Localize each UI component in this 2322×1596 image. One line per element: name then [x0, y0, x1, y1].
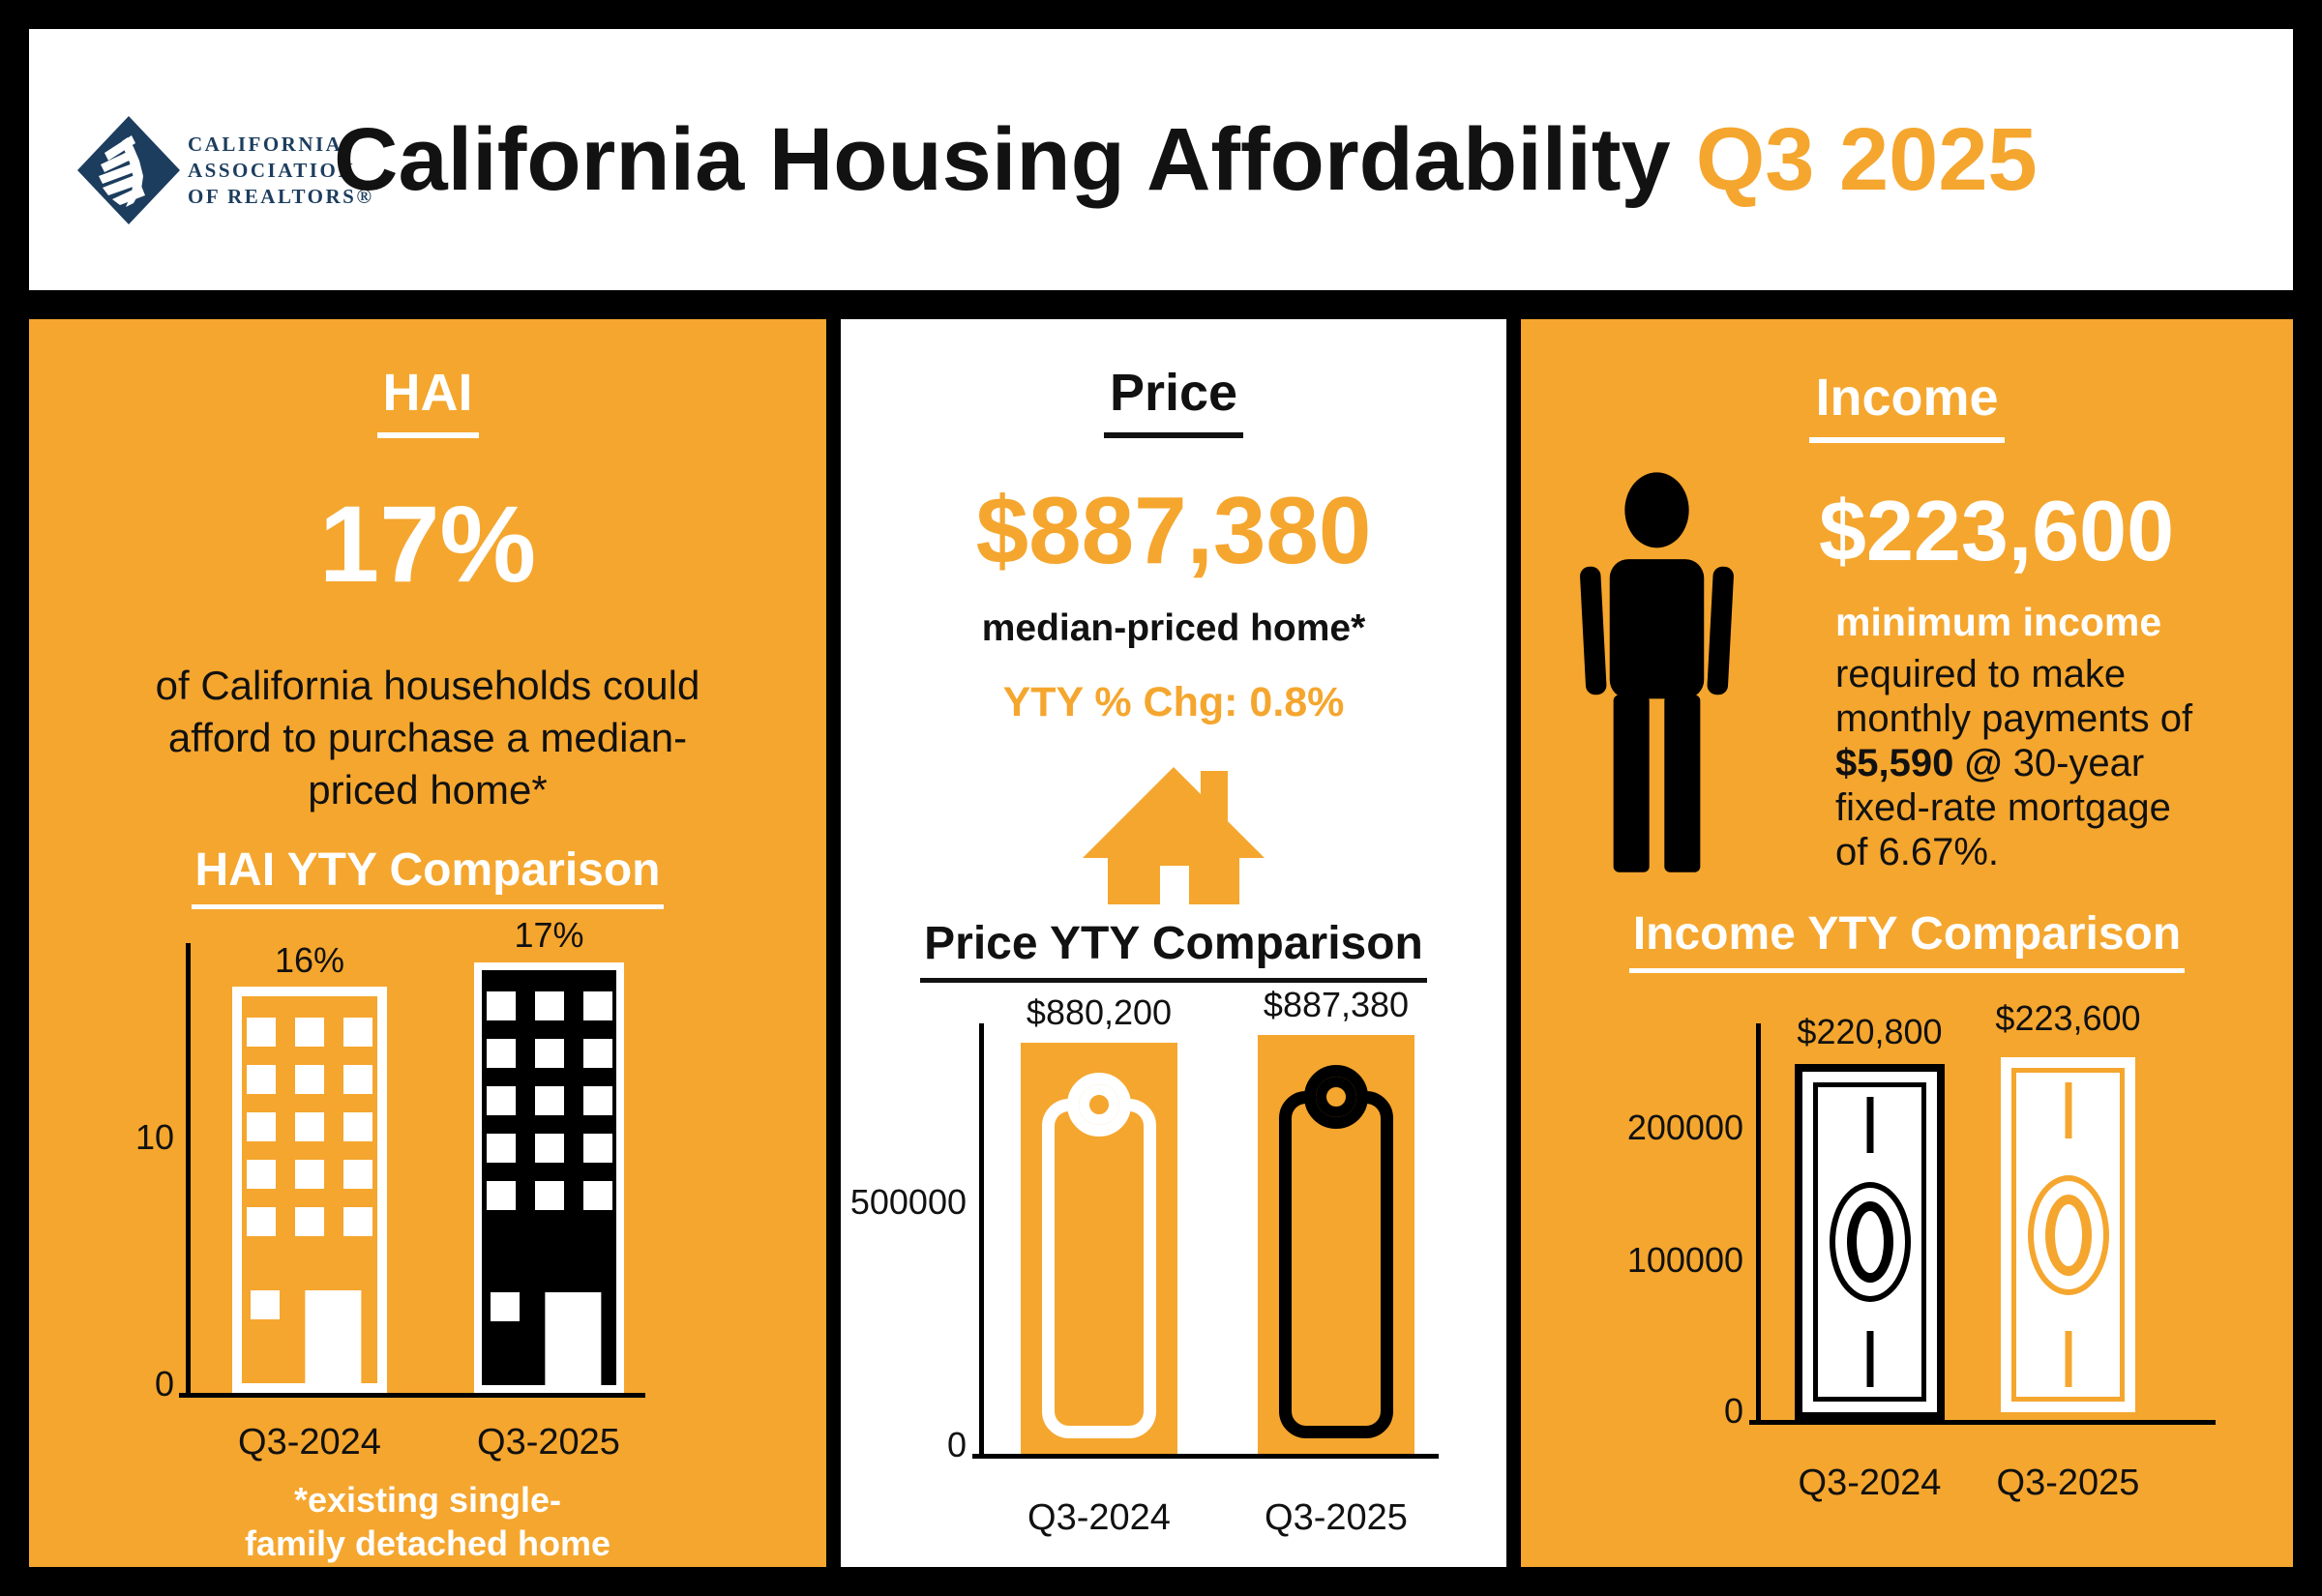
bill-detail — [1866, 1331, 1873, 1387]
income-panel: Income $223,600 minimum income required … — [1521, 319, 2293, 1567]
header-band: CALIFORNIA ASSOCIATION OF REALTORS® Cali… — [29, 29, 2293, 290]
hai-panel: HAI 17% of California households could a… — [29, 319, 826, 1567]
hai-footnote-line1: *existing single- — [293, 1480, 562, 1520]
building-window — [251, 1290, 280, 1319]
income-payment-bold: $5,590 @ — [1835, 742, 2003, 784]
price-title: Price — [841, 363, 1506, 438]
price-cat-2024: Q3-2024 — [1027, 1497, 1171, 1538]
income-ytick-100000: 100000 — [1626, 1240, 1743, 1280]
income-chart-title: Income YTY Comparison — [1521, 907, 2293, 973]
income-x-axis — [1749, 1420, 2216, 1425]
bill-inner-border — [2011, 1068, 2125, 1402]
hai-y-axis — [186, 943, 191, 1398]
price-chart-title: Price YTY Comparison — [841, 917, 1506, 983]
price-tag-hole — [1067, 1073, 1131, 1137]
hai-description: of California households could afford to… — [155, 663, 700, 813]
hai-cat-2025: Q3-2025 — [477, 1422, 620, 1463]
income-cat-2025: Q3-2025 — [1996, 1463, 2140, 1503]
logo-line-2: ASSOCIATION — [188, 159, 355, 182]
bill-inner-border — [1813, 1082, 1926, 1402]
house-icon — [1083, 767, 1265, 904]
income-desc-line1: required to make — [1835, 653, 2127, 695]
income-highlight: minimum income — [1835, 600, 2162, 644]
price-y-axis — [979, 1023, 984, 1459]
hai-ytick-0: 0 — [154, 1364, 174, 1404]
hai-footnote: *existing single- family detached home — [29, 1478, 826, 1565]
page-title-quarter: Q3 2025 — [1695, 109, 2038, 209]
income-desc-line5: of 6.67%. — [1835, 831, 2000, 873]
price-tag-hole — [1304, 1065, 1368, 1129]
logo-line-1: CALIFORNIA — [188, 133, 343, 156]
building-window — [491, 1292, 520, 1321]
building-windows — [242, 996, 377, 1236]
bill-seal — [1829, 1182, 1911, 1302]
price-ytick-500000: 500000 — [849, 1182, 967, 1222]
price-tag-icon — [1042, 1073, 1156, 1438]
dollar-bill-bar-2024 — [1795, 1064, 1945, 1420]
bill-detail — [2065, 1082, 2071, 1138]
income-stat: $223,600 — [1819, 483, 2175, 578]
building-windows — [482, 970, 616, 1210]
price-value-2024: $880,200 — [1026, 992, 1173, 1032]
bill-seal — [2027, 1174, 2109, 1295]
price-panel: Price $887,380 median-priced home* YTY %… — [841, 319, 1506, 1567]
price-bar-2025 — [1258, 1035, 1414, 1454]
income-y-axis — [1756, 1023, 1761, 1425]
bill-detail — [2065, 1331, 2071, 1387]
income-desc-line3: $5,590 @ 30-year — [1835, 742, 2280, 785]
hai-value-2024: 16% — [274, 940, 345, 980]
price-cat-2025: Q3-2025 — [1265, 1497, 1408, 1538]
price-bar-2024 — [1021, 1043, 1177, 1454]
hai-footnote-line2: family detached home — [244, 1523, 611, 1563]
dollar-bill-bar-2025 — [1993, 1049, 2143, 1420]
income-ytick-200000: 200000 — [1626, 1108, 1743, 1147]
hai-value-2025: 17% — [514, 915, 584, 955]
price-value-2025: $887,380 — [1263, 985, 1410, 1024]
income-ytick-0: 0 — [1723, 1391, 1743, 1431]
price-caption: median-priced home* — [981, 607, 1366, 649]
hai-title: HAI — [29, 363, 826, 438]
price-x-axis — [972, 1454, 1439, 1459]
hai-x-axis — [179, 1393, 645, 1398]
car-logo-icon — [77, 116, 180, 224]
price-ytick-0: 0 — [946, 1425, 967, 1464]
income-desc-line3-rest: 30-year — [2002, 742, 2145, 784]
building-door — [305, 1290, 362, 1383]
hai-chart-title: HAI YTY Comparison — [29, 843, 826, 909]
page-title-text: California Housing Affordability — [334, 109, 1671, 209]
building-bar-2025 — [474, 962, 624, 1393]
income-cat-2024: Q3-2024 — [1798, 1463, 1942, 1503]
car-logo-text: CALIFORNIA ASSOCIATION OF REALTORS® — [188, 132, 374, 210]
hai-cat-2024: Q3-2024 — [238, 1422, 381, 1463]
bill-detail — [1866, 1097, 1873, 1153]
income-desc-line4: fixed-rate mortgage — [1835, 786, 2171, 829]
price-yty-change: YTY % Chg: 0.8% — [1002, 679, 1345, 725]
building-door — [544, 1292, 601, 1385]
income-desc-line2: monthly payments of — [1835, 697, 2193, 740]
price-tag-icon — [1279, 1065, 1393, 1438]
hai-stat: 17% — [318, 484, 537, 605]
logo-line-3: OF REALTORS® — [188, 185, 374, 208]
building-bar-2024 — [232, 987, 387, 1393]
price-stat: $887,380 — [975, 477, 1372, 583]
income-value-2024: $220,800 — [1797, 1012, 1943, 1051]
income-value-2025: $223,600 — [1995, 998, 2141, 1038]
hai-ytick-10: 10 — [134, 1117, 174, 1157]
page-title: California Housing Affordability Q3 2025 — [334, 29, 2269, 290]
person-icon — [1580, 472, 1734, 872]
income-title: Income — [1521, 368, 2293, 443]
